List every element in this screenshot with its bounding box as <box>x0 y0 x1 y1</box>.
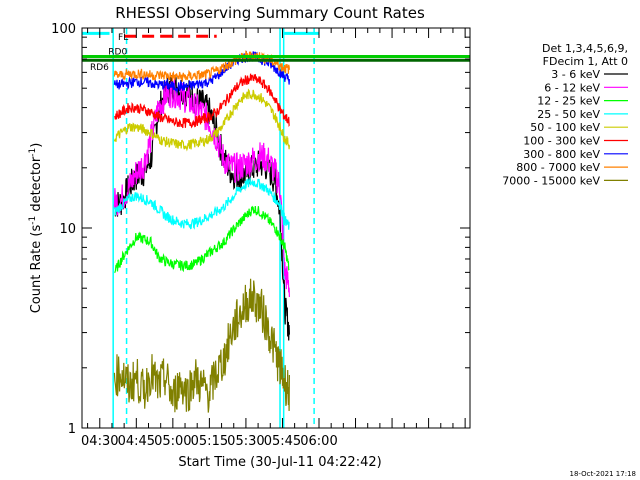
y-tick-label-1: 1 <box>68 422 76 437</box>
y-axis-label-sup: -1 <box>28 216 38 225</box>
legend-label-800-7000-kev: 800 - 7000 keV <box>516 161 600 174</box>
x-tick-label-0430: 04:30 <box>81 434 118 449</box>
x-tick-label-0445: 04:45 <box>118 434 155 449</box>
legend-label-3-6-kev: 3 - 6 keV <box>551 68 600 81</box>
x-tick-label-0500: 05:00 <box>154 434 191 449</box>
y-axis-label-main: Count Rate (s <box>29 225 44 314</box>
legend-label-50-100-kev: 50 - 100 keV <box>530 121 600 134</box>
x-tick-label-0545: 05:45 <box>264 434 301 449</box>
x-axis-label: Start Time (30-Jul-11 04:22:42) <box>178 455 381 470</box>
legend-header-1: FDecim 1, Att 0 <box>543 55 628 68</box>
series-line-100-300-kev <box>113 73 290 129</box>
x-tick-label-0530: 05:30 <box>227 434 264 449</box>
legend-header-0: Det 1,3,4,5,6,9, <box>542 42 628 55</box>
flag-label-fl: FL <box>118 33 128 43</box>
y-tick-label-10: 10 <box>59 222 76 237</box>
chart-title: RHESSI Observing Summary Count Rates <box>115 4 425 22</box>
x-tick-label-0515: 05:15 <box>191 434 228 449</box>
plot-area <box>82 28 470 428</box>
y-axis-label-tail-sup: -1 <box>28 148 38 157</box>
legend-label-25-50-kev: 25 - 50 keV <box>537 108 600 121</box>
legend-label-6-12-kev: 6 - 12 keV <box>544 81 600 94</box>
y-axis-label-tail: detector <box>29 156 44 216</box>
legend-label-12-25-kev: 12 - 25 keV <box>537 95 600 108</box>
x-tick-label-0600: 06:00 <box>300 434 337 449</box>
series-line-50-100-kev <box>113 88 290 152</box>
footer-date: 18-Oct-2021 17:18 <box>570 470 636 478</box>
legend-label-300-800-kev: 300 - 800 keV <box>523 148 600 161</box>
y-axis-label-close: ) <box>29 143 44 148</box>
series-line-7000-15000-kev <box>113 278 290 413</box>
chart-legend: Det 1,3,4,5,6,9,FDecim 1, Att 03 - 6 keV… <box>502 42 628 187</box>
legend-label-100-300-kev: 100 - 300 keV <box>523 135 600 148</box>
chart-marks: FL RD0 RD6 <box>82 28 470 428</box>
y-axis-label: Count Rate (s-1 detector-1) <box>28 143 44 314</box>
chart-axes: 1 10 100 04:30 04:45 05:00 05:15 05:30 05:45 06:0… <box>51 22 471 449</box>
series-line-25-50-kev <box>113 176 290 230</box>
y-tick-label-100: 100 <box>51 22 76 37</box>
flag-label-rd0: RD0 <box>108 48 127 58</box>
flag-label-rd6: RD6 <box>90 63 109 73</box>
legend-label-7000-15000-kev: 7000 - 15000 keV <box>502 174 600 187</box>
series-line-12-25-kev <box>114 205 290 274</box>
